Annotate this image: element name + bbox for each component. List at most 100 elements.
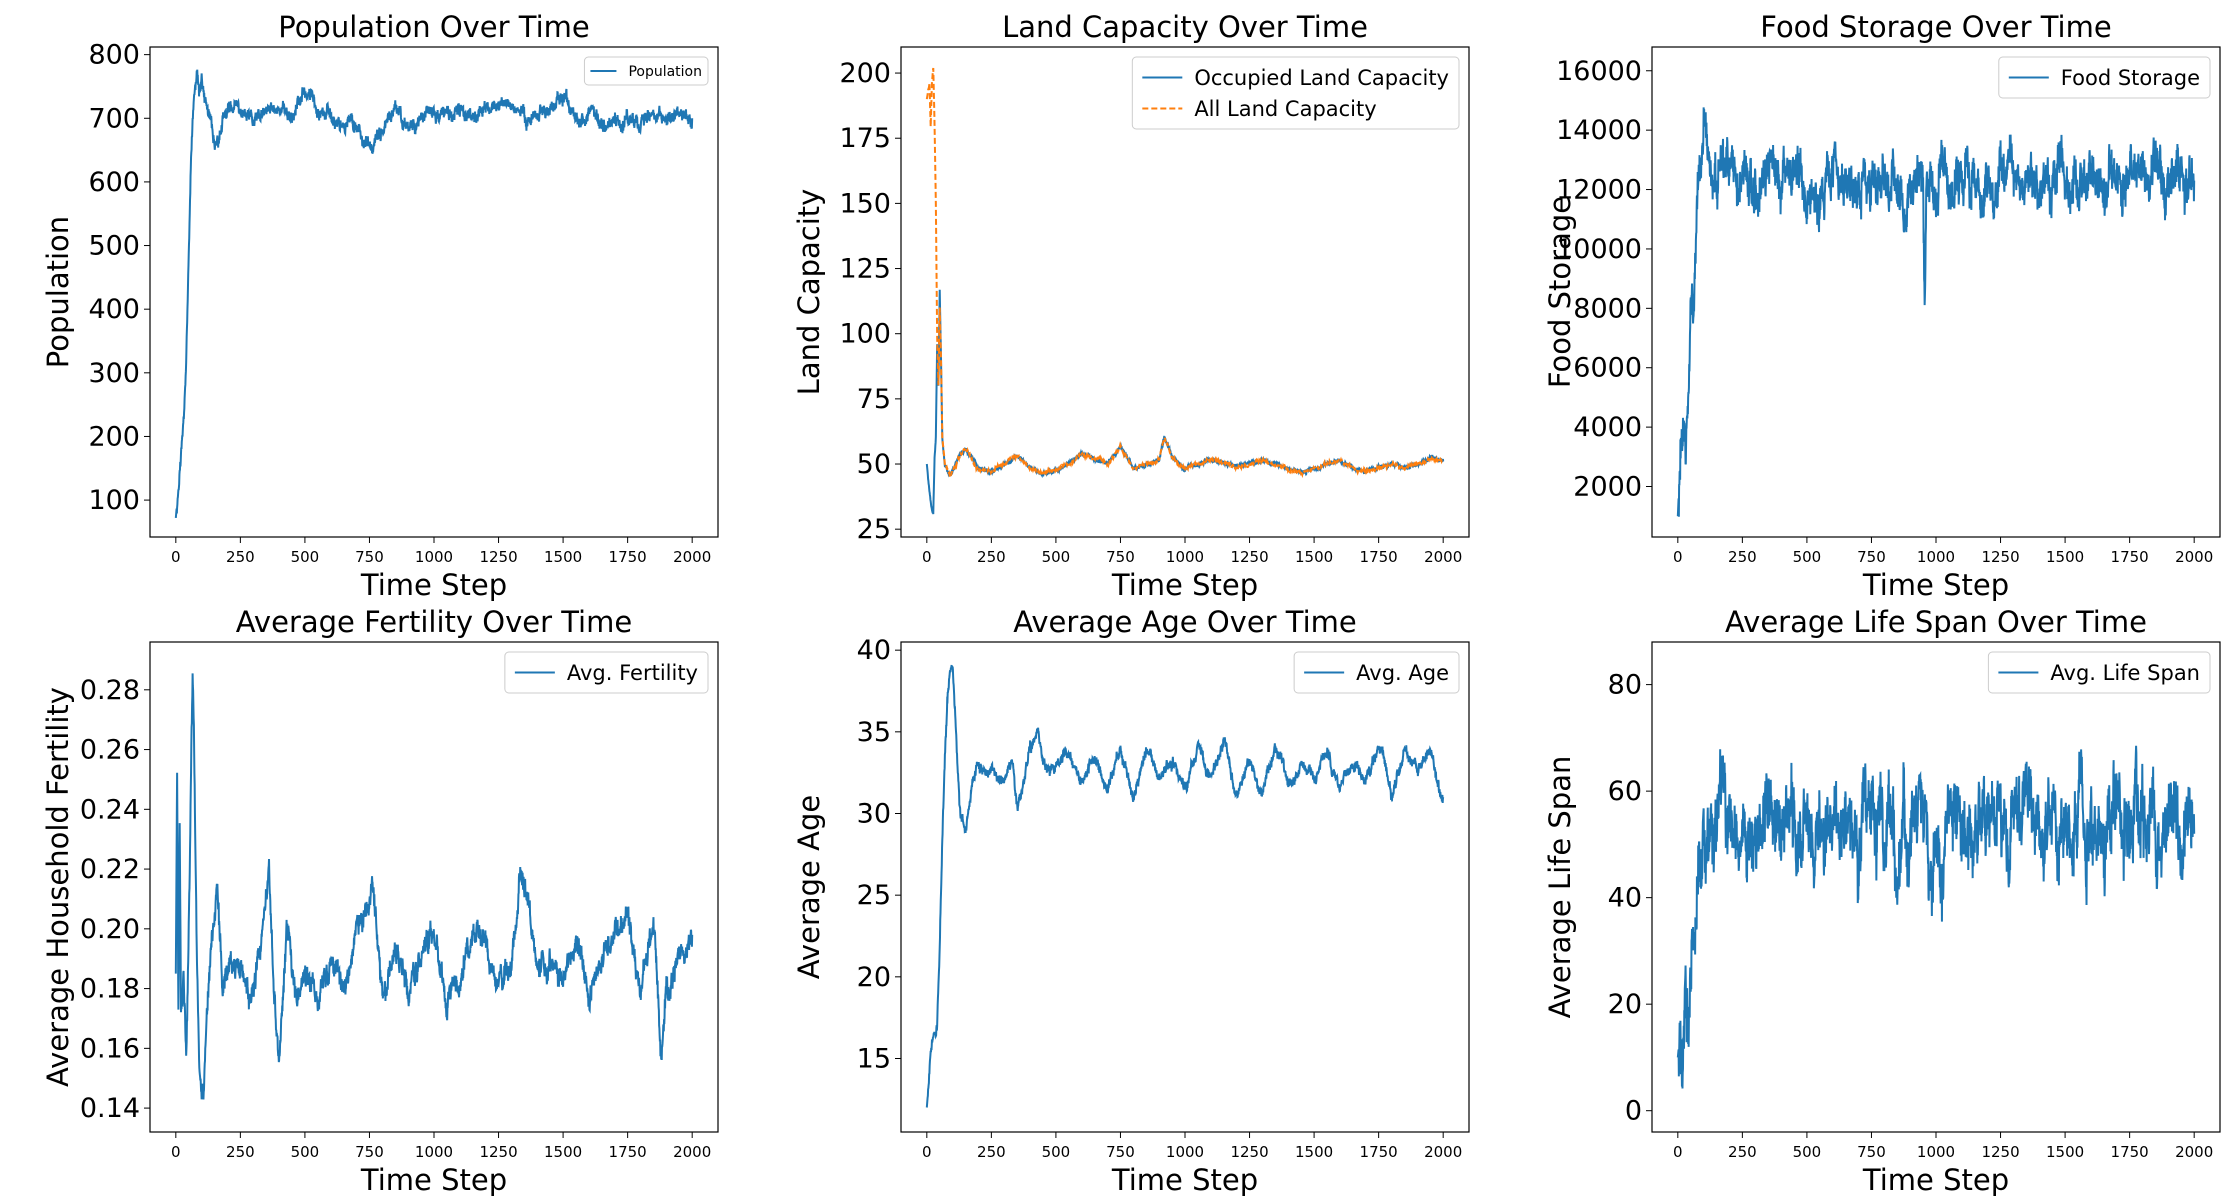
y-tick-label: 14000 — [1556, 115, 1642, 146]
legend-label: All Land Capacity — [1194, 97, 1376, 121]
y-tick-label: 25 — [857, 514, 891, 545]
chart-title: Average Fertility Over Time — [236, 605, 632, 639]
x-tick-label: 0 — [1673, 548, 1683, 566]
x-tick-label: 1500 — [2046, 1143, 2084, 1161]
x-axis-label: Time Step — [1111, 568, 1258, 602]
y-tick-label: 100 — [88, 485, 140, 516]
y-tick-label: 500 — [88, 231, 140, 262]
y-axis-label: Average Household Fertility — [41, 687, 75, 1087]
x-tick-label: 1250 — [1981, 1143, 2019, 1161]
legend-label: Occupied Land Capacity — [1194, 66, 1449, 90]
y-tick-label: 8000 — [1573, 293, 1642, 324]
legend: Food Storage — [1998, 56, 2211, 99]
y-tick-label: 0 — [1625, 1096, 1642, 1127]
series-line-1 — [925, 289, 1445, 515]
x-tick-label: 2000 — [673, 548, 711, 566]
series-line-1 — [174, 69, 694, 518]
x-tick-label: 2000 — [2175, 1143, 2213, 1161]
legend: Avg. Fertility — [504, 651, 709, 694]
x-tick-label: 1000 — [1917, 1143, 1955, 1161]
y-tick-label: 60 — [1608, 776, 1642, 807]
y-tick-label: 200 — [88, 421, 140, 452]
legend-box — [583, 56, 709, 86]
y-tick-label: 125 — [839, 254, 891, 285]
x-tick-label: 750 — [1106, 1143, 1135, 1161]
x-tick-label: 1500 — [544, 1143, 582, 1161]
y-tick-label: 400 — [88, 294, 140, 325]
legend-box — [504, 651, 709, 694]
x-axis-label: Time Step — [1862, 1163, 2009, 1197]
x-tick-label: 1250 — [1230, 1143, 1268, 1161]
chart-panel-3: 0 250 500 750 1000 1250 1500 1750 2000 2000 4000 60… — [1543, 10, 2221, 602]
x-tick-label: 1000 — [415, 548, 453, 566]
y-tick-label: 0.16 — [80, 1033, 140, 1064]
legend: Occupied Land Capacity All Land Capacity — [1131, 56, 1460, 130]
y-tick-label: 0.26 — [80, 735, 140, 766]
x-tick-label: 500 — [1793, 548, 1822, 566]
x-tick-label: 1500 — [1295, 1143, 1333, 1161]
y-tick-label: 16000 — [1556, 56, 1642, 87]
axes-frame — [900, 641, 1470, 1133]
y-tick-label: 15 — [857, 1044, 891, 1075]
x-tick-label: 250 — [1728, 548, 1757, 566]
x-tick-label: 500 — [291, 1143, 320, 1161]
x-tick-label: 750 — [1106, 548, 1135, 566]
x-tick-label: 250 — [977, 1143, 1006, 1161]
legend-label: Avg. Fertility — [567, 661, 698, 685]
x-tick-label: 1750 — [609, 548, 647, 566]
y-tick-label: 2000 — [1573, 472, 1642, 503]
chart-panel-6: 0 250 500 750 1000 1250 1500 1750 2000 0 20 40 60 80 A… — [1543, 605, 2221, 1197]
y-tick-label: 20 — [1608, 989, 1642, 1020]
y-axis-label: Population — [41, 216, 75, 368]
x-tick-label: 750 — [355, 1143, 384, 1161]
x-tick-label: 1750 — [2111, 1143, 2149, 1161]
chart-title: Land Capacity Over Time — [1002, 10, 1368, 44]
x-tick-label: 1250 — [1230, 548, 1268, 566]
series-line-1 — [1676, 745, 2196, 1089]
x-tick-label: 0 — [171, 548, 181, 566]
x-tick-label: 1000 — [415, 1143, 453, 1161]
x-tick-label: 1250 — [479, 1143, 517, 1161]
x-tick-label: 250 — [226, 548, 255, 566]
y-tick-label: 12000 — [1556, 175, 1642, 206]
y-tick-label: 0.14 — [80, 1093, 140, 1124]
x-tick-label: 750 — [355, 548, 384, 566]
y-tick-label: 800 — [88, 40, 140, 71]
chart-panel-2: 0 250 500 750 1000 1250 1500 1750 2000 25 50 75 100 1… — [792, 10, 1470, 602]
legend: Population — [583, 56, 709, 86]
x-tick-label: 2000 — [673, 1143, 711, 1161]
legend-box — [1987, 651, 2211, 694]
x-tick-label: 1000 — [1166, 1143, 1204, 1161]
x-tick-label: 250 — [977, 548, 1006, 566]
x-tick-label: 2000 — [2175, 548, 2213, 566]
axes-frame — [1651, 641, 2221, 1133]
y-tick-label: 4000 — [1573, 412, 1642, 443]
y-tick-label: 300 — [88, 358, 140, 389]
x-tick-label: 1750 — [1360, 1143, 1398, 1161]
y-tick-label: 35 — [857, 717, 891, 748]
x-tick-label: 250 — [226, 1143, 255, 1161]
x-tick-label: 1250 — [479, 548, 517, 566]
y-tick-label: 40 — [857, 635, 891, 666]
x-tick-label: 500 — [1042, 1143, 1071, 1161]
legend-box — [1131, 56, 1460, 130]
y-tick-label: 50 — [857, 449, 891, 480]
y-tick-label: 75 — [857, 384, 891, 415]
x-axis-label: Time Step — [1111, 1163, 1258, 1197]
legend-box — [1998, 56, 2211, 99]
x-tick-label: 1000 — [1917, 548, 1955, 566]
y-axis-label: Land Capacity — [792, 189, 826, 396]
y-tick-label: 600 — [88, 167, 140, 198]
x-tick-label: 1500 — [544, 548, 582, 566]
legend: Avg. Age — [1293, 651, 1460, 694]
y-tick-label: 20 — [857, 962, 891, 993]
y-tick-label: 175 — [839, 123, 891, 154]
x-tick-label: 500 — [291, 548, 320, 566]
chart-panel-1: 0 250 500 750 1000 1250 1500 1750 2000 100 200 300 4… — [41, 10, 719, 602]
y-tick-label: 200 — [839, 58, 891, 89]
chart-panel-5: 0 250 500 750 1000 1250 1500 1750 2000 15 20 25 30 35… — [792, 605, 1470, 1197]
x-tick-label: 1750 — [2111, 548, 2149, 566]
x-tick-label: 750 — [1857, 548, 1886, 566]
y-axis-label: Food Storage — [1543, 196, 1577, 388]
